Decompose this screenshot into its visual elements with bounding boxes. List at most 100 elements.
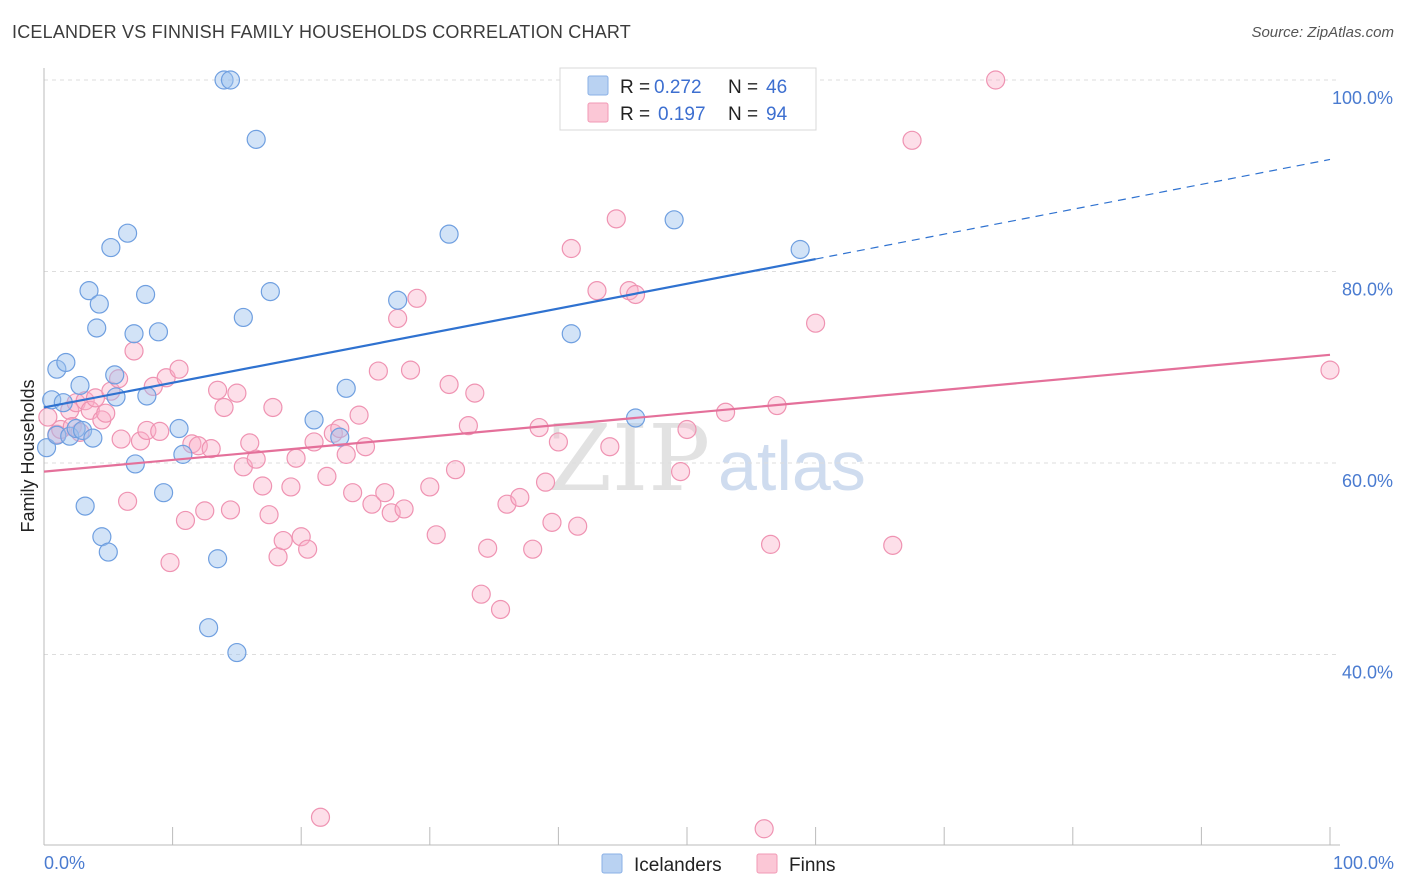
icelander-point-25 — [148, 322, 169, 342]
finn-point-17 — [130, 431, 151, 451]
finn-point-64 — [439, 374, 459, 395]
legend-n-value-finns: 94 — [766, 104, 788, 125]
finn-point-80 — [587, 281, 607, 301]
icelander-point-42 — [561, 324, 581, 344]
icelanders-trend-line-extension — [815, 158, 1331, 260]
watermark: ZIP atlas — [548, 405, 866, 512]
finn-point-67 — [465, 383, 485, 403]
x-tick-label-min: 0.0% — [44, 853, 85, 873]
finn-point-3 — [60, 400, 80, 420]
finn-point-96 — [1320, 360, 1340, 380]
icelander-point-20 — [117, 223, 138, 243]
icelander-point-12 — [83, 428, 103, 448]
finn-point-95 — [754, 819, 774, 839]
finn-point-42 — [286, 448, 306, 468]
finn-point-29 — [208, 380, 228, 400]
icelander-point-5 — [56, 352, 76, 373]
icelander-point-13 — [87, 318, 107, 338]
icelander-point-40 — [388, 290, 408, 310]
finn-point-14 — [111, 429, 131, 449]
finn-point-60 — [400, 360, 421, 380]
icelander-point-34 — [233, 307, 253, 328]
icelander-point-8 — [70, 375, 90, 396]
finn-point-90 — [805, 313, 826, 333]
finn-point-59 — [394, 499, 414, 519]
legend-n-label-finns: N = — [728, 104, 758, 125]
x-tick-label-max: 100.0% — [1333, 853, 1394, 873]
finn-point-88 — [760, 534, 781, 554]
finn-point-50 — [336, 444, 356, 464]
finn-point-32 — [227, 383, 247, 403]
icelander-point-26 — [153, 483, 174, 503]
finn-point-46 — [310, 807, 331, 827]
bottom-legend-swatch-icelanders — [601, 853, 623, 874]
finn-point-82 — [606, 209, 626, 229]
finn-point-16 — [124, 341, 144, 361]
icelander-point-33 — [227, 642, 247, 663]
legend: R = 0.272 N = 46 R = 0.197 N = 94 — [559, 67, 817, 131]
finn-point-87 — [715, 402, 736, 422]
finn-point-70 — [490, 599, 511, 620]
bottom-legend: Icelanders Finns — [601, 853, 835, 876]
legend-swatch-finns — [587, 102, 609, 123]
finn-point-28 — [201, 439, 221, 459]
finn-point-65 — [445, 460, 466, 480]
finn-point-86 — [677, 419, 697, 440]
finn-point-41 — [281, 477, 301, 497]
finn-point-72 — [510, 487, 530, 508]
trend-lines — [43, 158, 1331, 473]
y-tick-label-60: 60.0% — [1342, 471, 1393, 491]
y-tick-label-100: 100.0% — [1332, 88, 1393, 108]
finn-point-76 — [542, 512, 562, 532]
finn-point-47 — [317, 466, 337, 487]
bottom-legend-label-finns: Finns — [789, 855, 835, 876]
legend-r-value-icelanders: 0.272 — [654, 77, 702, 98]
finn-point-57 — [381, 503, 401, 523]
icelander-point-45 — [790, 239, 810, 260]
finn-point-58 — [388, 308, 408, 329]
finn-point-54 — [362, 494, 382, 514]
finn-point-23 — [169, 359, 189, 379]
icelander-point-16 — [98, 542, 118, 562]
icelander-point-23 — [135, 284, 156, 305]
finn-point-91 — [883, 535, 903, 555]
finn-point-36 — [253, 476, 273, 496]
legend-r-value-finns: 0.197 — [658, 104, 706, 125]
chart-title: ICELANDER VS FINNISH FAMILY HOUSEHOLDS C… — [12, 22, 631, 42]
chart-source: Source: ZipAtlas.com — [1251, 24, 1394, 41]
finn-point-27 — [195, 501, 215, 521]
finn-point-92 — [902, 130, 922, 150]
bottom-legend-label-icelanders: Icelanders — [634, 855, 722, 876]
finn-point-30 — [214, 397, 234, 418]
icelander-point-17 — [101, 237, 121, 258]
icelander-point-18 — [105, 365, 125, 385]
finn-point-39 — [268, 547, 288, 567]
finn-point-31 — [220, 500, 241, 520]
finn-point-53 — [355, 437, 376, 457]
icelander-point-29 — [199, 618, 219, 638]
finn-point-93 — [986, 70, 1006, 90]
legend-r-label-icelanders: R = — [620, 77, 650, 98]
finn-point-35 — [246, 449, 266, 469]
icelanders-trend-line — [43, 257, 816, 409]
finn-point-66 — [458, 416, 478, 436]
grid: 40.0% 60.0% 80.0% 100.0% — [44, 79, 1393, 683]
finn-point-73 — [523, 539, 543, 559]
finn-point-85 — [670, 462, 691, 482]
icelander-point-44 — [664, 210, 684, 230]
finn-point-11 — [96, 403, 116, 423]
finn-point-24 — [175, 510, 196, 531]
finn-point-77 — [548, 432, 569, 452]
icelander-point-31 — [214, 70, 234, 90]
icelander-point-10 — [75, 496, 95, 516]
icelander-point-28 — [173, 444, 193, 464]
finn-point-38 — [263, 397, 283, 418]
legend-n-value-icelanders: 46 — [766, 77, 787, 98]
y-tick-label-40: 40.0% — [1342, 663, 1393, 683]
icelander-point-35 — [246, 129, 266, 149]
finn-point-56 — [375, 483, 395, 503]
legend-swatch-icelanders — [587, 75, 609, 96]
icelander-point-32 — [220, 70, 241, 90]
finn-point-22 — [160, 552, 180, 573]
